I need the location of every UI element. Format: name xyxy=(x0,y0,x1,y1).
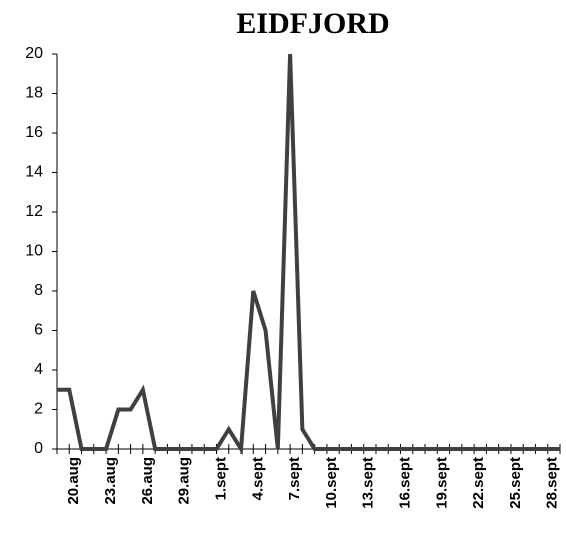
x-tick-label: 20.aug xyxy=(65,457,82,505)
x-tick-label: 22.sept xyxy=(470,457,487,509)
y-tick-label: 4 xyxy=(34,361,43,378)
data-line xyxy=(57,53,560,456)
y-tick-label: 2 xyxy=(34,401,43,418)
y-tick-label: 12 xyxy=(25,203,43,220)
x-tick-label: 7.sept xyxy=(286,457,303,500)
x-tick-label: 13.sept xyxy=(360,457,377,509)
x-tick-label: 29.aug xyxy=(176,457,193,505)
y-tick-label: 16 xyxy=(25,124,43,141)
y-tick-label: 10 xyxy=(25,243,43,260)
y-tick-label: 6 xyxy=(34,322,43,339)
x-tick-label: 4.sept xyxy=(249,457,266,500)
x-tick-label: 1.sept xyxy=(212,457,229,500)
x-tick-label: 23.aug xyxy=(102,457,119,505)
y-tick-label: 14 xyxy=(25,164,43,181)
y-tick-label: 20 xyxy=(25,45,43,62)
x-tick-label: 16.sept xyxy=(396,457,413,509)
x-tick-label: 28.sept xyxy=(544,457,561,509)
x-tick-label: 26.aug xyxy=(139,457,156,505)
y-tick-label: 18 xyxy=(25,85,43,102)
y-tick-label: 8 xyxy=(34,282,43,299)
x-tick-label: 10.sept xyxy=(323,457,340,509)
y-tick-label: 0 xyxy=(34,440,43,457)
x-tick-label: 25.sept xyxy=(507,457,524,509)
chart-title: EIDFJORD xyxy=(236,7,389,40)
x-tick-label: 19.sept xyxy=(433,457,450,509)
